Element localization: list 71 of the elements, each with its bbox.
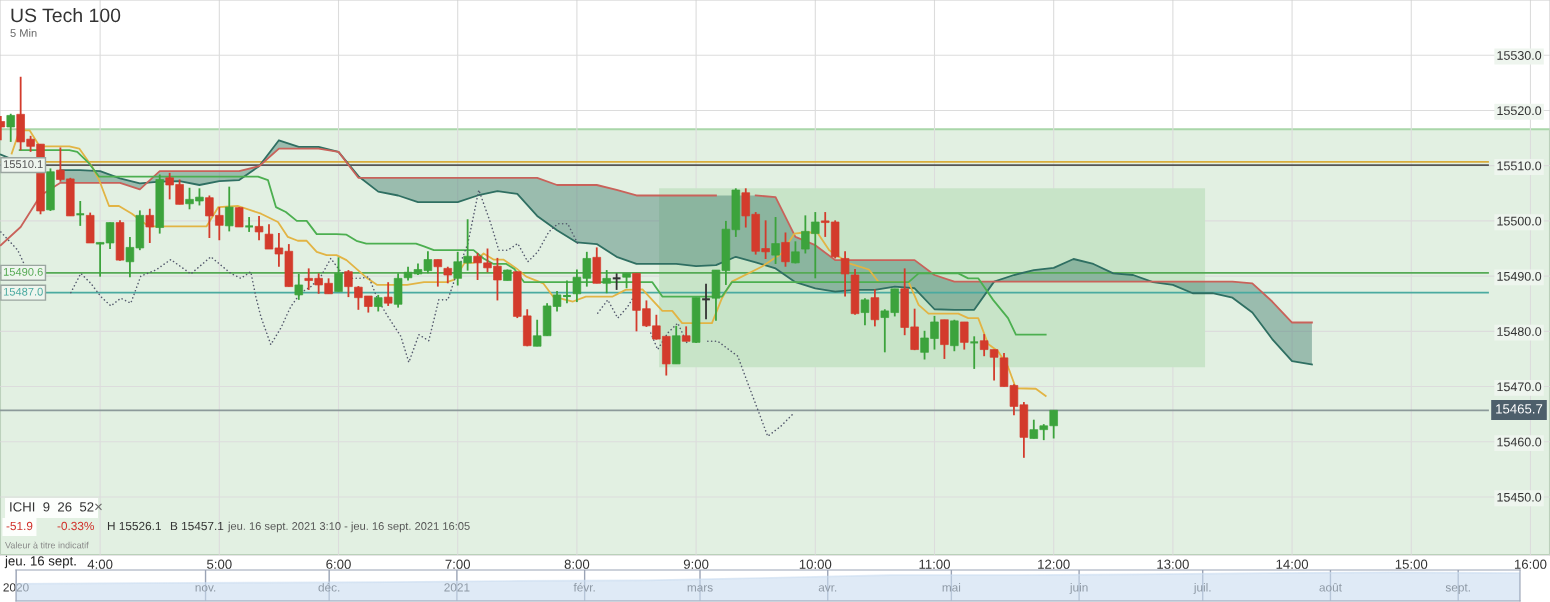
x-tick-label: 2020 bbox=[3, 583, 29, 592]
x-tick-label: 6:00 bbox=[326, 559, 351, 569]
candlestick bbox=[433, 258, 443, 288]
x-tick-label: mai bbox=[942, 582, 961, 592]
text: 5 Min bbox=[10, 28, 37, 37]
x-tick-label: 12:00 bbox=[1038, 559, 1070, 569]
x-tick-label: 16:00 bbox=[1514, 559, 1547, 569]
annotation: Valeur à titre indicatif bbox=[5, 541, 89, 549]
annotation: -0.33% bbox=[57, 521, 94, 531]
y-tick-label: 15530.0 bbox=[1497, 51, 1542, 60]
candlestick bbox=[334, 256, 343, 293]
candlestick bbox=[870, 288, 880, 328]
y-tick-label: 15520.0 bbox=[1497, 106, 1542, 116]
annotation: B 15457.1 bbox=[170, 521, 224, 531]
x-tick-label: sept. bbox=[1445, 583, 1470, 594]
x-tick-label: 14:00 bbox=[1276, 559, 1309, 569]
annotation: ICHI 9 26 52 bbox=[10, 502, 94, 512]
x-tick-label: 10:00 bbox=[799, 559, 832, 569]
candlestick bbox=[383, 281, 393, 307]
candlestick bbox=[960, 321, 969, 351]
y-tick-label: 15490.0 bbox=[1497, 271, 1542, 281]
candlestick bbox=[75, 200, 86, 227]
x-tick-label: 5:00 bbox=[207, 559, 232, 569]
annotation: jeu. 16 sept. 2021 3:10 - jeu. 16 sept. 2021 16:05 bbox=[227, 521, 470, 533]
candlestick bbox=[244, 216, 255, 233]
candlestick bbox=[771, 216, 780, 265]
ref-line-label: 15510.1 bbox=[3, 160, 43, 169]
candlestick bbox=[294, 273, 304, 301]
y-tick-label: 15460.0 bbox=[1497, 437, 1542, 447]
x-tick-label: déc. bbox=[318, 582, 340, 592]
x-tick-label: mars bbox=[687, 585, 713, 592]
x-tick-label: 13:00 bbox=[1157, 559, 1189, 569]
candlestick bbox=[701, 282, 711, 321]
chart-title: US Tech 100 bbox=[11, 7, 121, 23]
x-tick-label: avr. bbox=[818, 585, 837, 592]
ref-line-label: 15487.0 bbox=[3, 287, 43, 296]
y-tick-label: 15480.0 bbox=[1497, 327, 1542, 336]
x-tick-label: févr. bbox=[573, 582, 595, 592]
candlestick bbox=[6, 112, 15, 143]
x-tick-label: 8:00 bbox=[564, 559, 590, 569]
candlestick bbox=[781, 231, 790, 268]
annotation: × bbox=[95, 503, 102, 511]
candlestick bbox=[611, 272, 622, 291]
candlestick bbox=[225, 185, 234, 233]
x-tick-label: juin bbox=[1069, 582, 1088, 594]
x-tick-label: 9:00 bbox=[683, 559, 709, 569]
x-tick-label: 4:00 bbox=[87, 559, 113, 569]
candlestick bbox=[344, 269, 353, 299]
y-tick-label: 15450.0 bbox=[1497, 492, 1542, 502]
ref-line-label: 15490.6 bbox=[3, 267, 43, 276]
candlestick bbox=[791, 240, 800, 265]
annotation: -51.9 bbox=[6, 521, 33, 531]
y-tick-label: 15510.0 bbox=[1497, 161, 1542, 171]
x-tick-label: nov. bbox=[195, 585, 216, 592]
candlestick bbox=[254, 215, 264, 242]
x-tick-label: 15:00 bbox=[1395, 559, 1428, 569]
x-tick-label: 2021 bbox=[444, 583, 470, 592]
x-tick-label: 11:00 bbox=[919, 559, 950, 569]
candlestick bbox=[234, 206, 244, 228]
candlestick bbox=[860, 297, 870, 327]
text: jeu. 16 sept. bbox=[4, 555, 76, 569]
y-tick-label: 15470.0 bbox=[1497, 382, 1542, 392]
candlestick bbox=[602, 269, 611, 295]
x-tick-label: août bbox=[1319, 582, 1342, 592]
x-tick-label: juil. bbox=[1193, 582, 1211, 594]
candlestick bbox=[145, 207, 155, 244]
y-tick-label: 15500.0 bbox=[1497, 216, 1542, 226]
annotation: H 15526.1 bbox=[107, 521, 161, 531]
annotation: 15465.7 bbox=[1496, 404, 1543, 414]
candlestick bbox=[969, 335, 980, 370]
x-tick-label: 7:00 bbox=[445, 559, 471, 569]
